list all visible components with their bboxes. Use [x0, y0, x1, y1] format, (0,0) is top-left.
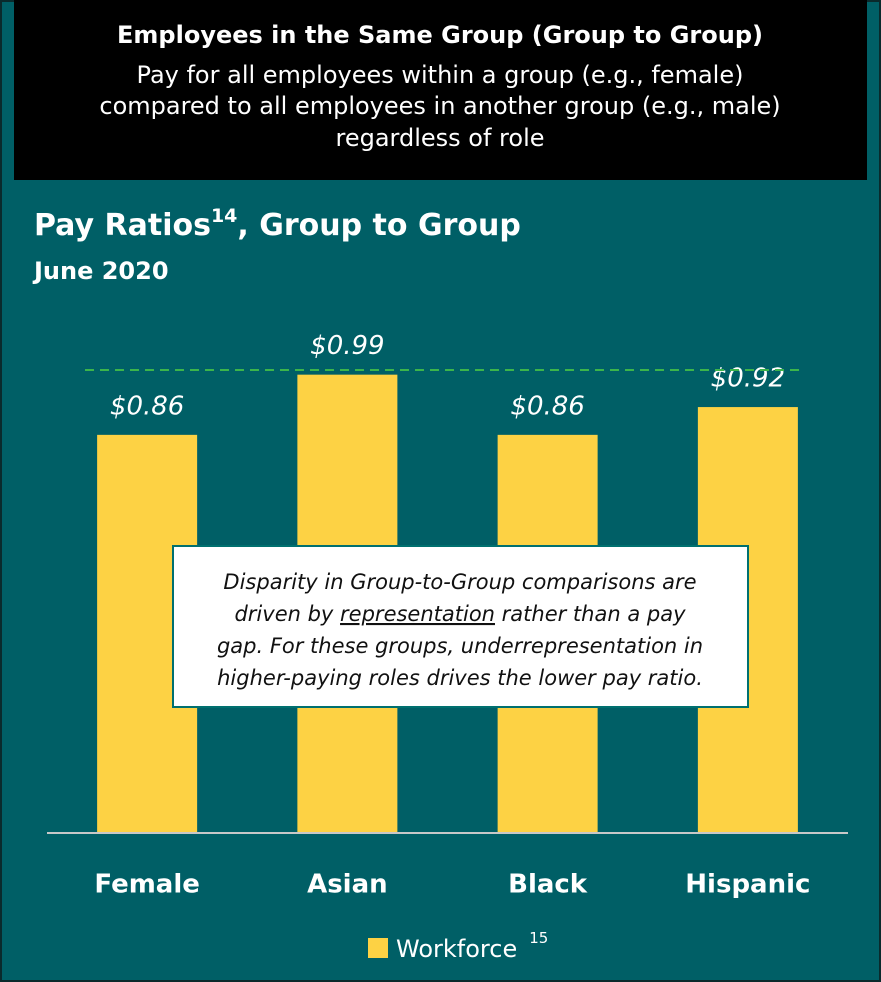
- header-box: [14, 0, 867, 180]
- legend-label: Workforce 15: [396, 929, 548, 964]
- x-tick-label: Black: [508, 870, 588, 900]
- header-title: Employees in the Same Group (Group to Gr…: [117, 21, 763, 49]
- annotation-line: gap. For these groups, underrepresentati…: [217, 634, 703, 658]
- value-label: $0.92: [711, 364, 785, 394]
- legend-text: Workforce: [396, 935, 517, 963]
- title-text: , Group to Group: [237, 208, 520, 243]
- annotation-emphasis: representation: [340, 602, 495, 626]
- header-line: compared to all employees in another gro…: [99, 92, 780, 120]
- x-tick-label: Hispanic: [685, 870, 810, 900]
- legend-swatch: [368, 938, 388, 958]
- annotation-line: driven by representation rather than a p…: [234, 602, 686, 626]
- value-label: $0.86: [110, 391, 184, 421]
- chart-title: Pay Ratios14, Group to Group: [34, 205, 521, 243]
- annotation-text: rather than a pay: [495, 602, 686, 626]
- chart-subtitle: June 2020: [32, 257, 169, 285]
- annotation-text: Disparity in Group-to-Group comparisons …: [223, 570, 696, 594]
- annotation-text: gap. For these groups, underrepresentati…: [217, 634, 703, 658]
- annotation-box: [172, 545, 749, 708]
- x-tick-label: Asian: [307, 870, 388, 900]
- annotation-text: higher-paying roles drives the lower pay…: [217, 666, 703, 690]
- x-tick-label: Female: [94, 870, 200, 900]
- value-label: $0.99: [310, 331, 384, 361]
- value-label: $0.86: [510, 391, 584, 421]
- header-line: regardless of role: [335, 124, 544, 152]
- annotation-text: driven by: [234, 602, 340, 626]
- title-footnote: 14: [211, 205, 237, 227]
- header-line: Pay for all employees within a group (e.…: [137, 61, 744, 89]
- annotation-line: Disparity in Group-to-Group comparisons …: [223, 570, 696, 594]
- annotation-line: higher-paying roles drives the lower pay…: [217, 666, 703, 690]
- legend-footnote: 15: [529, 929, 548, 947]
- title-text: Pay Ratios: [34, 208, 211, 243]
